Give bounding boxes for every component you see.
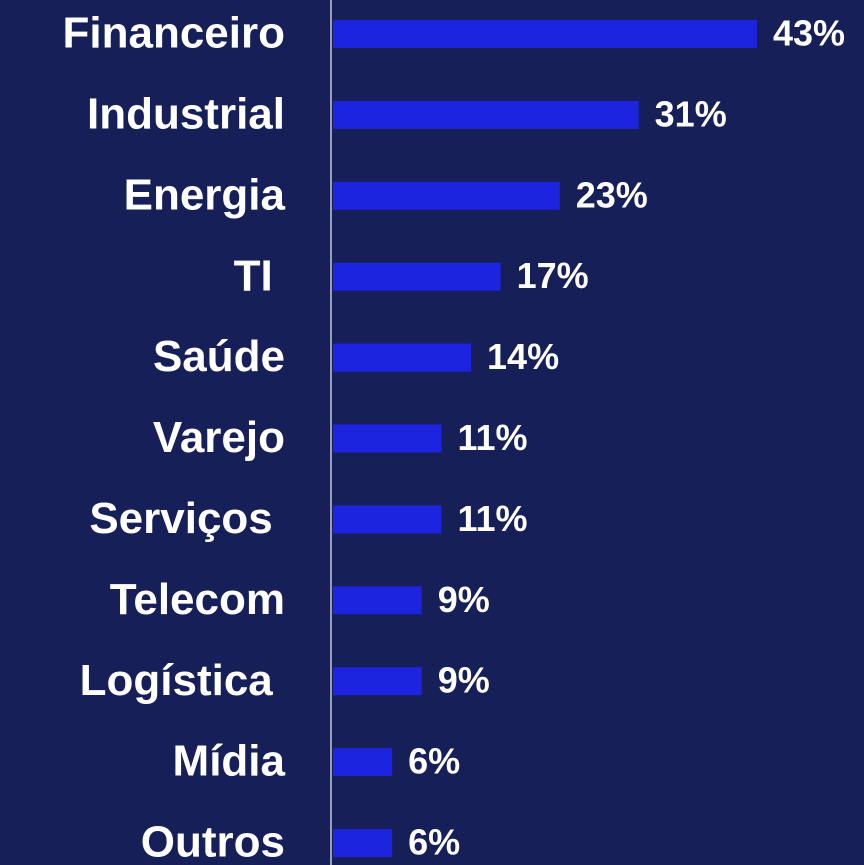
value-label: 11% (457, 417, 527, 458)
category-label: Saúde (153, 332, 285, 381)
bar (333, 343, 472, 372)
bar (333, 667, 422, 696)
value-label: 43% (773, 13, 845, 54)
bar (333, 748, 393, 777)
bar (333, 181, 560, 210)
bar (333, 20, 757, 48)
category-label: Financeiro (63, 9, 286, 58)
category-label: Outros (141, 818, 285, 865)
category-label: Logística (80, 656, 285, 705)
bar (333, 262, 501, 291)
value-label: 11% (457, 498, 527, 539)
bar (333, 100, 639, 129)
bar (333, 505, 442, 534)
category-label: Mídia (173, 737, 286, 786)
category-label: Industrial (87, 90, 285, 139)
value-label: 6% (408, 822, 460, 863)
value-label: 6% (408, 741, 460, 782)
bar (333, 829, 393, 857)
category-label: Varejo (153, 413, 285, 462)
value-label: 17% (517, 255, 589, 296)
value-label: 14% (487, 336, 559, 377)
category-label: TI (234, 251, 285, 300)
bar (333, 586, 422, 615)
value-label: 9% (438, 579, 490, 620)
value-label: 9% (438, 660, 490, 701)
value-label: 31% (655, 93, 727, 134)
category-label: Serviços (89, 494, 285, 543)
category-label: Energia (124, 170, 286, 219)
value-label: 23% (576, 174, 648, 215)
category-label: Telecom (110, 575, 285, 624)
bar (333, 424, 442, 453)
